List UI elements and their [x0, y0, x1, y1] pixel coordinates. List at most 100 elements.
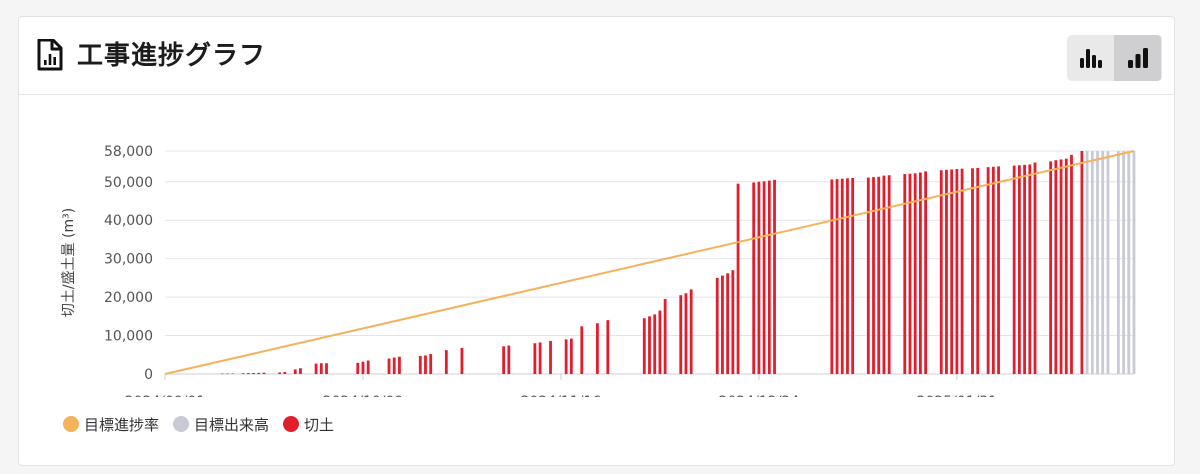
cut-bar [220, 373, 224, 375]
cut-bar [908, 173, 912, 374]
x-tick-label: 2025/01/31 [917, 394, 998, 397]
cut-bar [648, 316, 651, 374]
x-tick-label: 2024/09/01 [125, 394, 206, 397]
cut-bar [325, 363, 328, 374]
cut-bar [840, 178, 844, 374]
cut-bar [418, 355, 422, 374]
cut-bar [252, 373, 255, 374]
cut-bar [757, 181, 761, 374]
cut-bar [653, 314, 657, 374]
cut-bar [1059, 159, 1063, 374]
target-output-bar [1096, 151, 1099, 374]
cut-bar [752, 182, 756, 374]
cut-bar [679, 295, 683, 374]
cut-bar [257, 372, 261, 374]
target-output-bar [1101, 151, 1105, 374]
cut-bar [913, 173, 917, 374]
cut-bar [361, 361, 365, 374]
cut-bar [278, 372, 282, 374]
cut-bar [877, 176, 881, 374]
cut-bar [283, 372, 287, 374]
cut-bar [1023, 164, 1026, 374]
cut-bar [960, 168, 964, 374]
cut-bar [387, 358, 391, 374]
cut-bar [392, 357, 396, 374]
y-tick-label: 50,000 [104, 175, 153, 191]
cut-bar [658, 310, 662, 374]
cut-bar [736, 183, 740, 374]
cut-bar [538, 342, 542, 374]
cut-bar [429, 354, 433, 374]
x-tick-label: 2024/11/16 [521, 394, 602, 397]
cut-bar [226, 373, 229, 375]
legend-item-target-output[interactable]: 目標出来高 [173, 414, 269, 435]
cut-bar [444, 350, 448, 374]
legend-item-cut[interactable]: 切土 [283, 414, 334, 435]
cut-bar [319, 363, 323, 374]
cut-bar [502, 346, 506, 374]
cut-bar [872, 177, 875, 374]
cut-bar [971, 168, 974, 374]
legend-item-target-rate[interactable]: 目標進捗率 [63, 414, 159, 435]
cut-bar [533, 343, 537, 374]
cut-bar [1070, 154, 1073, 374]
cut-bar [997, 166, 1000, 374]
y-tick-label: 0 [144, 367, 153, 383]
cut-bar [773, 179, 776, 374]
y-axis-title: 切土/盛土量 (m³) [61, 208, 77, 317]
target-output-bar [1116, 151, 1120, 374]
target-progress-line [164, 150, 1135, 375]
cut-bar [569, 338, 573, 374]
cut-bar [246, 373, 250, 374]
cut-bar [924, 171, 928, 374]
target-output-bar [1090, 151, 1094, 374]
y-tick-label: 10,000 [104, 329, 153, 345]
cut-bar [293, 369, 297, 374]
card-header: 工事進捗グラフ [19, 17, 1174, 95]
x-tick-label: 2024/10/09 [323, 394, 404, 397]
cut-bar [846, 178, 849, 374]
cut-bar [731, 270, 735, 374]
cut-bar [549, 340, 552, 374]
grouped-bar-icon [1079, 49, 1102, 68]
cut-bar [955, 169, 959, 374]
legend-dot-target-rate [63, 416, 79, 432]
cut-bar [882, 175, 886, 374]
target-output-bar [1085, 151, 1089, 374]
cut-bar [314, 363, 318, 374]
cut-bar [1017, 165, 1021, 374]
target-output-bar [1127, 151, 1131, 374]
cut-bar [939, 170, 943, 374]
cut-bar [762, 181, 766, 374]
cut-bar [1064, 158, 1068, 374]
chart-type-toggle [1067, 35, 1162, 81]
x-tick-label: 2024/12/24 [719, 394, 800, 397]
cut-bar [507, 345, 511, 374]
grouped-bar-toggle-button[interactable] [1067, 35, 1114, 81]
cut-bar [606, 320, 610, 374]
progress-chart-card: 工事進捗グラフ 0 10,000 20,000 30,000 40,000 50,000 5… [18, 16, 1175, 466]
bar-chart-toggle-button[interactable] [1114, 35, 1161, 81]
bar-chart-icon [1127, 48, 1148, 68]
legend-label-target-output: 目標出来高 [194, 415, 270, 434]
cut-bar [1012, 165, 1016, 374]
card-title: 工事進捗グラフ [77, 41, 267, 71]
cut-bar [830, 179, 834, 374]
cut-bar [1080, 151, 1084, 374]
cut-bar [642, 318, 646, 374]
chart-legend: 目標進捗率 目標出来高 切土 [63, 413, 348, 435]
cut-bar [1049, 161, 1053, 374]
cut-bar [986, 167, 990, 374]
legend-dot-target-output [173, 416, 190, 432]
cut-bar [991, 166, 995, 374]
cut-bar [866, 177, 870, 374]
target-output-bar [1132, 151, 1136, 374]
cut-bar [976, 167, 980, 374]
cut-bar [424, 355, 427, 374]
cut-bar [262, 372, 266, 374]
cut-bar [919, 172, 922, 374]
cut-bar [663, 299, 667, 374]
cut-bar [767, 180, 771, 374]
document-chart-icon [37, 39, 63, 71]
y-tick-label: 58,000 [104, 144, 153, 160]
